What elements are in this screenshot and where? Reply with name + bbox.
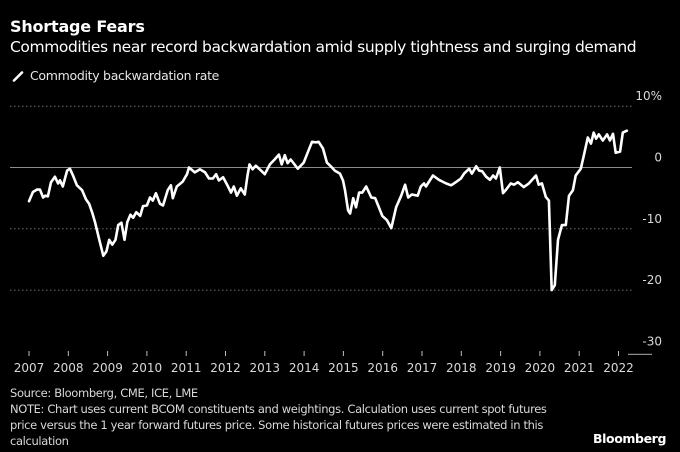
legend: Commodity backwardation rate — [12, 68, 219, 83]
series-line — [27, 129, 629, 292]
x-tick-label: 2020 — [525, 361, 556, 375]
y-tick-label: 10% — [635, 89, 662, 103]
x-tick-label: 2012 — [210, 361, 241, 375]
x-tick-label: 2022 — [603, 361, 634, 375]
bloomberg-logo: Bloomberg — [593, 431, 666, 446]
y-tick-label: -30 — [642, 334, 662, 348]
x-tick-label: 2018 — [446, 361, 477, 375]
x-tick-label: 2015 — [328, 361, 359, 375]
gridlines — [10, 105, 652, 355]
x-tick-label: 2017 — [407, 361, 438, 375]
x-tick-label: 2007 — [14, 361, 45, 375]
chart-title: Shortage Fears — [10, 17, 145, 36]
x-tick-label: 2008 — [53, 361, 84, 375]
legend-swatch-icon — [12, 70, 24, 82]
x-tick-label: 2014 — [289, 361, 320, 375]
x-tick-label: 2009 — [92, 361, 123, 375]
x-tick-label: 2013 — [250, 361, 281, 375]
y-tick-label: -20 — [642, 273, 662, 287]
y-tick-label: -10 — [642, 212, 662, 226]
x-tick-label: 2016 — [367, 361, 398, 375]
x-axis: 2007 2008 2009 2010 2011 2012 2013 2014 2015 2016… — [14, 351, 634, 375]
footer: Source: Bloomberg, CME, ICE, LME NOTE: C… — [10, 385, 570, 449]
y-tick-label: 0 — [654, 151, 662, 165]
x-tick-label: 2010 — [132, 361, 163, 375]
x-tick-label: 2011 — [171, 361, 202, 375]
methodology-note: NOTE: Chart uses current BCOM constituen… — [10, 402, 547, 448]
x-tick-label: 2021 — [564, 361, 595, 375]
legend-label: Commodity backwardation rate — [30, 68, 220, 83]
chart-subtitle: Commodities near record backwardation am… — [10, 38, 637, 56]
y-axis: 10% 0 -10 -20 -30 — [635, 89, 662, 348]
series-layer — [27, 129, 629, 292]
source-note: Source: Bloomberg, CME, ICE, LME — [10, 386, 198, 400]
x-tick-label: 2019 — [485, 361, 516, 375]
